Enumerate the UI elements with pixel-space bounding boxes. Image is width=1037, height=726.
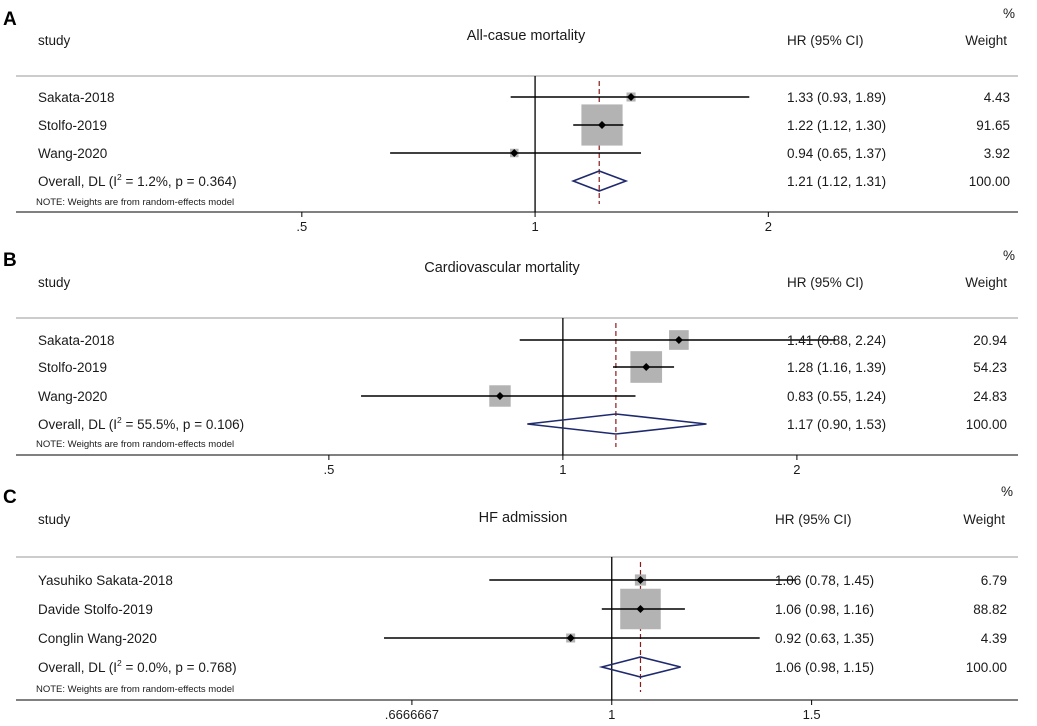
x-axis-tick-label: .5 (323, 462, 334, 477)
panel-letter: B (3, 250, 17, 271)
study-label: Stolfo-2019 (38, 118, 107, 133)
study-point-estimate (510, 149, 519, 157)
forest-panel-b: B % study Cardiovascular mortality HR (95% C… (3, 248, 1018, 477)
weight-column-header: Weight (963, 512, 1005, 527)
study-hr-ci: 1.06 (0.98, 1.16) (775, 602, 874, 617)
overall-label-superscript: 2 (117, 172, 122, 182)
study-hr-ci: 0.92 (0.63, 1.35) (775, 631, 874, 646)
overall-label-prefix: Overall, DL (I (38, 660, 117, 675)
study-point-estimate (636, 576, 645, 584)
study-weight: 3.92 (984, 146, 1010, 161)
overall-diamond (570, 170, 629, 192)
overall-weight: 100.00 (966, 417, 1007, 432)
x-axis-tick-label: 2 (793, 462, 800, 477)
study-weight: 91.65 (976, 118, 1010, 133)
overall-weight: 100.00 (966, 660, 1007, 675)
x-axis-tick-label: 1 (608, 707, 615, 722)
study-point-estimate (495, 392, 504, 400)
x-axis-tick-label: 2 (765, 219, 772, 234)
study-hr-ci: 1.22 (1.12, 1.30) (787, 118, 886, 133)
study-label: Davide Stolfo-2019 (38, 602, 153, 617)
study-hr-ci: 1.06 (0.78, 1.45) (775, 573, 874, 588)
study-weight: 4.39 (981, 631, 1007, 646)
overall-label: Overall, DL (I2 = 1.2%, p = 0.364) (38, 172, 237, 189)
weights-note: NOTE: Weights are from random-effects mo… (36, 684, 234, 695)
study-point-estimate (674, 336, 683, 344)
study-hr-ci: 1.41 (0.88, 2.24) (787, 333, 886, 348)
study-hr-ci: 0.83 (0.55, 1.24) (787, 389, 886, 404)
overall-label-superscript: 2 (117, 658, 122, 668)
study-label: Conglin Wang-2020 (38, 631, 157, 646)
overall-label-superscript: 2 (117, 415, 122, 425)
study-point-estimate (636, 605, 645, 613)
study-label: Wang-2020 (38, 146, 107, 161)
x-axis-tick-label: 1 (559, 462, 566, 477)
overall-label: Overall, DL (I2 = 0.0%, p = 0.768) (38, 658, 237, 675)
hr-column-header: HR (95% CI) (775, 512, 852, 527)
hr-column-header: HR (95% CI) (787, 275, 864, 290)
study-hr-ci: 1.28 (1.16, 1.39) (787, 360, 886, 375)
percent-header: % (1003, 248, 1015, 263)
x-axis-tick-label: 1 (531, 219, 538, 234)
study-hr-ci: 0.94 (0.65, 1.37) (787, 146, 886, 161)
panel-letter: A (3, 9, 17, 30)
study-point-estimate (642, 363, 651, 371)
hr-column-header: HR (95% CI) (787, 33, 864, 48)
study-weight: 6.79 (981, 573, 1007, 588)
study-hr-ci: 1.33 (0.93, 1.89) (787, 90, 886, 105)
study-weight: 20.94 (973, 333, 1007, 348)
overall-label-suffix: = 55.5%, p = 0.106) (122, 417, 244, 432)
overall-hr-ci: 1.06 (0.98, 1.15) (775, 660, 874, 675)
overall-label-suffix: = 1.2%, p = 0.364) (122, 174, 237, 189)
overall-diamond (527, 413, 707, 435)
study-weight: 54.23 (973, 360, 1007, 375)
study-label: Stolfo-2019 (38, 360, 107, 375)
forest-panel-c: C % study HF admission HR (95% CI) Weight Yasu… (3, 484, 1018, 722)
study-point-estimate (627, 93, 636, 101)
overall-weight: 100.00 (969, 174, 1010, 189)
weight-column-header: Weight (965, 275, 1007, 290)
study-label: Wang-2020 (38, 389, 107, 404)
overall-label-prefix: Overall, DL (I (38, 417, 117, 432)
study-label: Sakata-2018 (38, 90, 115, 105)
study-weight: 4.43 (984, 90, 1010, 105)
study-column-header: study (38, 275, 71, 290)
study-label: Sakata-2018 (38, 333, 115, 348)
x-axis-tick-label: 1.5 (803, 707, 821, 722)
study-column-header: study (38, 512, 71, 527)
weights-note: NOTE: Weights are from random-effects mo… (36, 197, 234, 208)
study-weight: 24.83 (973, 389, 1007, 404)
panel-title: Cardiovascular mortality (424, 260, 580, 276)
percent-header: % (1001, 484, 1013, 499)
x-axis-tick-label: .5 (296, 219, 307, 234)
overall-hr-ci: 1.21 (1.12, 1.31) (787, 174, 886, 189)
panel-title: All-casue mortality (467, 28, 586, 44)
overall-hr-ci: 1.17 (0.90, 1.53) (787, 417, 886, 432)
study-label: Yasuhiko Sakata-2018 (38, 573, 173, 588)
forest-panel-a: A % study All-casue mortality HR (95% CI) Wei… (3, 6, 1018, 234)
study-point-estimate (566, 634, 575, 642)
panel-title: HF admission (479, 510, 568, 526)
weights-note: NOTE: Weights are from random-effects mo… (36, 439, 234, 450)
x-axis-tick-label: .6666667 (385, 707, 439, 722)
study-column-header: study (38, 33, 71, 48)
overall-label: Overall, DL (I2 = 55.5%, p = 0.106) (38, 415, 244, 432)
panel-letter: C (3, 487, 17, 508)
weight-column-header: Weight (965, 33, 1007, 48)
study-weight: 88.82 (973, 602, 1007, 617)
overall-label-prefix: Overall, DL (I (38, 174, 117, 189)
study-point-estimate (597, 121, 606, 129)
overall-label-suffix: = 0.0%, p = 0.768) (122, 660, 237, 675)
percent-header: % (1003, 6, 1015, 21)
overall-diamond (598, 656, 681, 678)
